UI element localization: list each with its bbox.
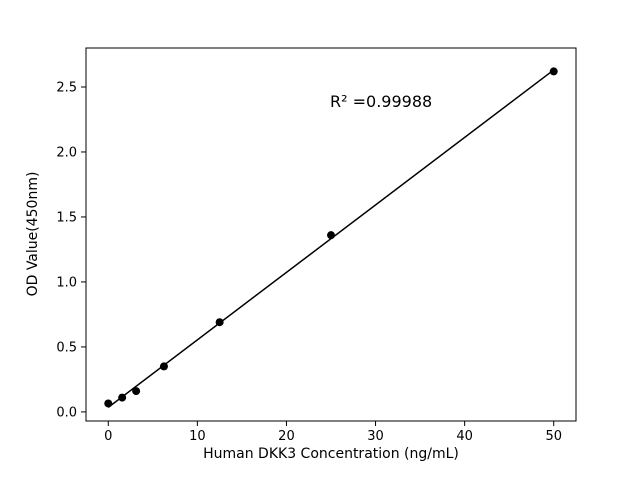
y-tick-label: 2.0 [56,145,77,160]
data-point [159,362,168,371]
r-squared-annotation: R² =0.99988 [330,92,433,111]
y-tick-label: 0.5 [56,340,77,355]
axes-frame [85,47,577,422]
y-axis-label: OD Value(450nm) [25,171,41,297]
data-point [327,231,335,240]
y-tick-label: 1.0 [56,275,77,290]
x-tick-label: 10 [189,429,206,444]
x-tick-label: 0 [104,429,112,444]
x-tick-label: 50 [545,429,562,444]
y-tick-label: 1.5 [56,210,77,225]
y-tick-label: 0.0 [56,405,77,420]
data-point [104,399,113,408]
data-point [118,393,127,402]
data-point [215,318,224,327]
data-point [549,67,558,76]
x-tick-label: 30 [367,429,384,444]
x-tick-label: 20 [278,429,295,444]
x-tick-label: 40 [456,429,473,444]
x-axis-label: Human DKK3 Concentration (ng/mL) [203,446,459,462]
y-tick-label: 2.5 [56,80,77,95]
data-point [132,387,141,396]
